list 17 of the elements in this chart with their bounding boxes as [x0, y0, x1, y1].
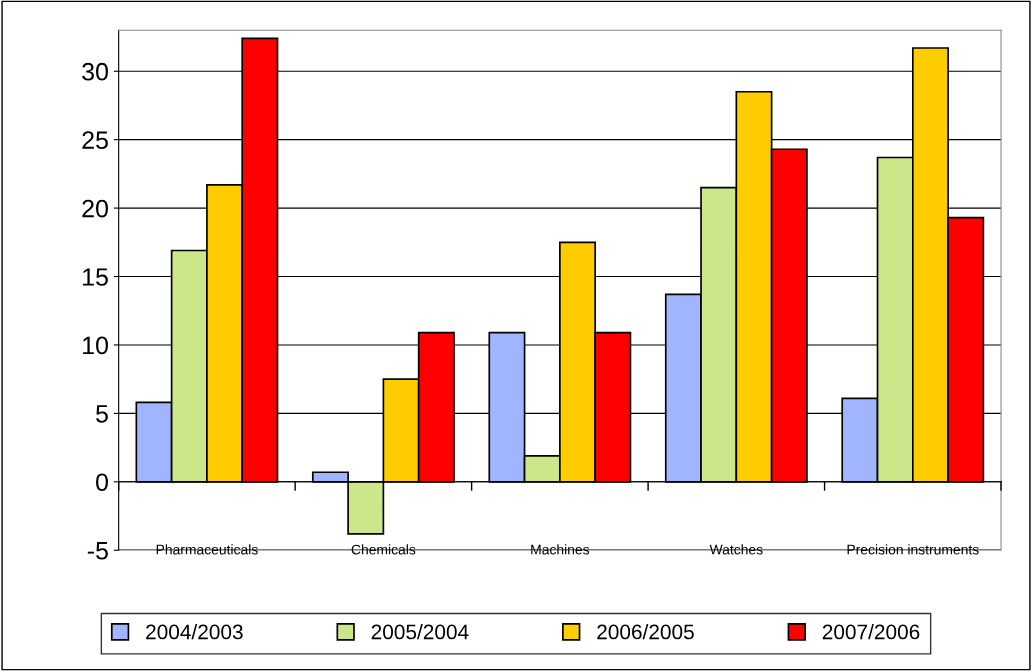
legend-label: 2007/2006 — [822, 624, 920, 640]
y-tick-label: -5 — [87, 542, 108, 560]
x-tick-label: Chemicals — [351, 544, 416, 555]
y-tick-label: 20 — [82, 199, 108, 218]
x-tick-label: Watches — [709, 544, 763, 555]
legend-label: 2005/2004 — [371, 624, 469, 640]
y-tick-label: 0 — [96, 473, 108, 492]
y-tick-label: 5 — [96, 405, 108, 423]
y-tick-label: 30 — [82, 62, 108, 81]
x-tick-label: Machines — [531, 544, 590, 555]
y-tick-label: 25 — [82, 131, 108, 149]
legend-label: 2004/2003 — [146, 624, 243, 640]
legend-label: 2006/2005 — [597, 624, 694, 640]
x-tick-label: Pharmaceuticals — [156, 544, 258, 555]
y-tick-label: 10 — [83, 336, 108, 355]
x-tick-label: Precision instruments — [847, 544, 979, 555]
y-tick-label: 15 — [83, 268, 108, 286]
